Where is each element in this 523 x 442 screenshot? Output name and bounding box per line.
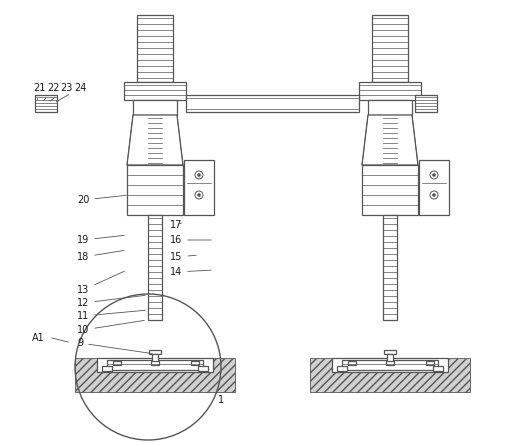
Bar [186,95,359,112]
Bar [359,82,421,100]
Bar [191,361,199,365]
Bar [97,358,213,372]
Text: 10: 10 [77,320,144,335]
Text: 24: 24 [56,83,86,102]
Text: 21: 21 [33,83,46,100]
Bar [75,358,235,392]
Text: 17: 17 [170,220,183,230]
Bar [419,160,449,215]
Circle shape [195,191,203,199]
Text: 23: 23 [50,83,72,101]
Circle shape [195,171,203,179]
Text: 20: 20 [77,195,126,205]
Bar [102,366,112,371]
Text: 16: 16 [170,235,211,245]
Circle shape [198,194,200,197]
Circle shape [198,174,200,176]
Text: 15: 15 [170,252,196,262]
Text: 19: 19 [77,235,124,245]
Polygon shape [362,115,418,165]
Bar [152,354,158,362]
Text: 9: 9 [77,338,152,354]
Bar [415,95,437,112]
Bar [310,358,470,392]
Bar [337,366,347,371]
Text: 11: 11 [77,310,145,321]
Circle shape [430,191,438,199]
Text: 18: 18 [77,251,124,262]
Bar [124,82,186,100]
Text: A1: A1 [32,333,45,343]
Bar [127,165,183,215]
Bar [133,100,177,115]
Bar [149,350,161,354]
Text: 14: 14 [170,267,211,277]
Bar [184,160,214,215]
Bar [137,15,173,82]
Circle shape [433,174,436,176]
Bar [342,360,438,370]
Bar [148,215,162,320]
Bar [348,361,356,365]
Bar [426,361,434,365]
Bar [433,366,443,371]
Bar [383,215,397,320]
Bar [35,95,57,112]
Bar [198,366,208,371]
Circle shape [430,171,438,179]
Bar [387,354,393,362]
Bar [362,165,418,215]
Text: 13: 13 [77,271,124,295]
Bar [368,100,412,115]
Bar [386,361,394,365]
Bar [384,350,396,354]
Text: 22: 22 [43,83,60,101]
Bar [107,360,203,370]
Bar [332,358,448,372]
Circle shape [433,194,436,197]
Polygon shape [127,115,183,165]
Bar [113,361,121,365]
Bar [151,361,159,365]
Bar [372,15,408,82]
Text: 1: 1 [218,387,229,405]
Text: 12: 12 [77,295,145,308]
